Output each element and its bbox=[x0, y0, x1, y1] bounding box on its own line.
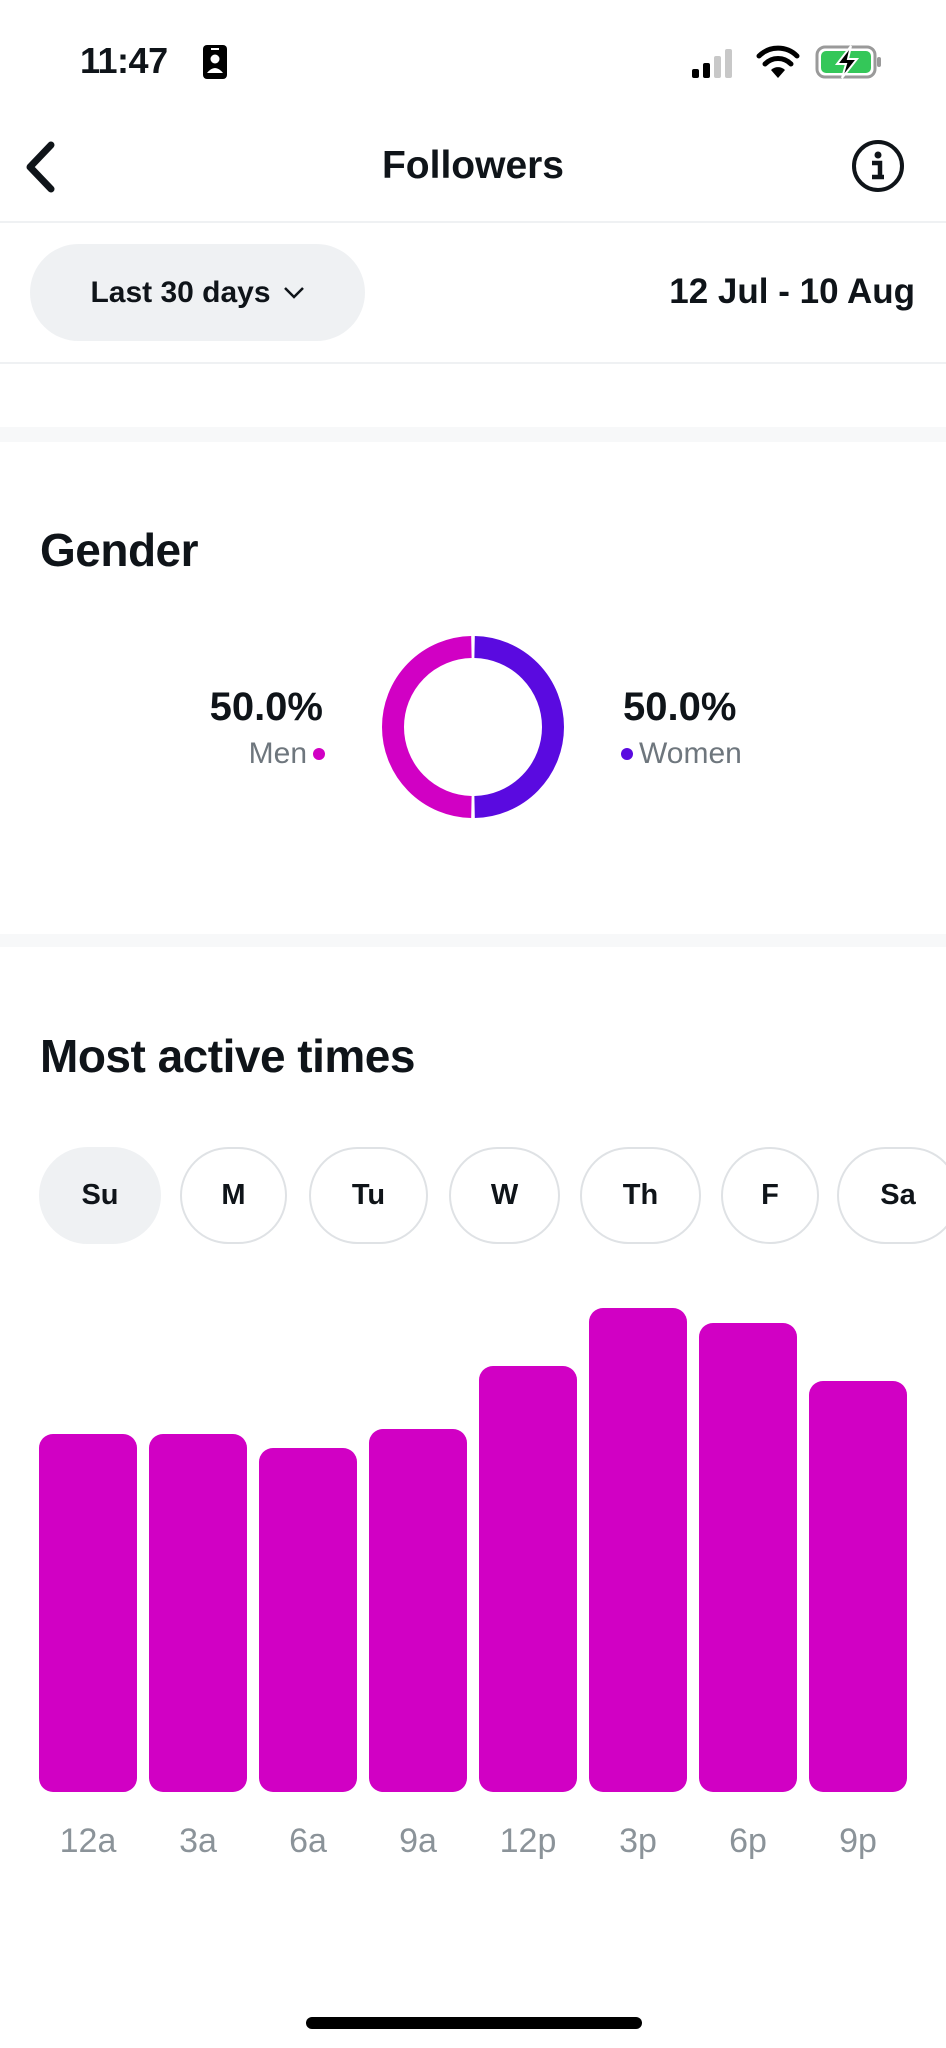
day-chip-f[interactable]: F bbox=[721, 1147, 819, 1244]
bar-3a[interactable] bbox=[149, 1433, 247, 1792]
donut-slice-men bbox=[382, 636, 472, 818]
section-separator bbox=[0, 934, 946, 947]
bar-9p[interactable] bbox=[809, 1380, 907, 1792]
day-chip-th[interactable]: Th bbox=[580, 1147, 701, 1244]
donut-slice-women bbox=[474, 636, 564, 818]
gender-title: Gender bbox=[40, 524, 199, 576]
battery-charging-icon bbox=[815, 45, 881, 79]
date-range-text: 12 Jul - 10 Aug bbox=[669, 272, 915, 311]
x-tick-label: 12a bbox=[59, 1822, 117, 1860]
page-title: Followers bbox=[381, 144, 565, 187]
men-legend: Men bbox=[249, 737, 325, 771]
men-dot-icon bbox=[313, 748, 325, 760]
chevron-down-icon bbox=[283, 286, 304, 299]
gender-donut-chart bbox=[382, 636, 564, 818]
contact-card-icon bbox=[203, 45, 227, 79]
men-label: Men bbox=[248, 737, 307, 770]
women-label: Women bbox=[639, 737, 742, 770]
status-time: 11:47 bbox=[80, 40, 168, 81]
date-range-dropdown[interactable]: Last 30 days bbox=[30, 244, 365, 341]
day-chip-tu[interactable]: Tu bbox=[309, 1147, 428, 1244]
signal-icon bbox=[692, 49, 732, 78]
filter-divider bbox=[0, 362, 946, 364]
x-tick-label: 3a bbox=[179, 1822, 217, 1860]
bar-6a[interactable] bbox=[259, 1448, 357, 1792]
x-tick-label: 9p bbox=[839, 1822, 877, 1860]
x-tick-label: 3p bbox=[619, 1822, 657, 1860]
women-dot-icon bbox=[621, 748, 633, 760]
active-times-title: Most active times bbox=[40, 1030, 415, 1082]
header-divider bbox=[0, 221, 946, 223]
section-separator bbox=[0, 427, 946, 442]
day-chip-m[interactable]: M bbox=[180, 1147, 287, 1244]
women-percent: 50.0% bbox=[623, 685, 737, 729]
women-legend: Women bbox=[621, 737, 742, 771]
bar-3p[interactable] bbox=[589, 1308, 687, 1792]
day-chip-w[interactable]: W bbox=[449, 1147, 560, 1244]
day-chip-sa[interactable]: Sa bbox=[837, 1147, 946, 1244]
bar-12p[interactable] bbox=[479, 1366, 577, 1792]
bar-9a[interactable] bbox=[369, 1429, 467, 1792]
x-tick-label: 6a bbox=[289, 1822, 327, 1860]
bar-12a[interactable] bbox=[39, 1433, 137, 1792]
x-tick-label: 12p bbox=[499, 1822, 557, 1860]
date-range-label: Last 30 days bbox=[90, 275, 271, 309]
home-indicator[interactable] bbox=[306, 2017, 642, 2029]
bar-6p[interactable] bbox=[699, 1322, 797, 1792]
back-button[interactable] bbox=[18, 140, 62, 194]
wifi-icon bbox=[756, 45, 800, 78]
x-tick-label: 6p bbox=[729, 1822, 767, 1860]
men-percent: 50.0% bbox=[209, 685, 323, 729]
x-tick-label: 9a bbox=[399, 1822, 437, 1860]
info-icon[interactable] bbox=[850, 138, 906, 194]
day-chip-su[interactable]: Su bbox=[39, 1147, 161, 1244]
